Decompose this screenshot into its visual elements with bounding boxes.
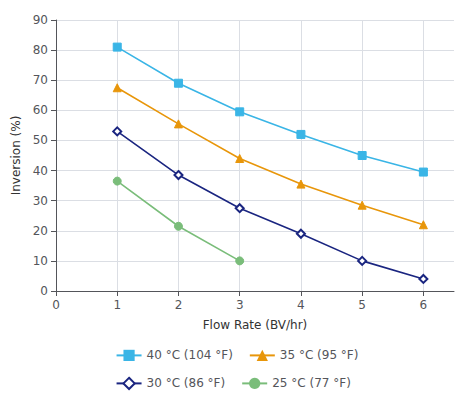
svg-text:Inversion (%): Inversion (%) [9,116,23,196]
svg-text:4: 4 [297,298,305,312]
svg-text:0: 0 [52,298,60,312]
svg-text:2: 2 [175,298,183,312]
svg-text:1: 1 [113,298,121,312]
svg-text:6: 6 [420,298,428,312]
svg-text:10: 10 [33,254,48,268]
svg-text:40: 40 [33,164,48,178]
svg-text:25 °C (77 °F): 25 °C (77 °F) [272,376,351,390]
svg-text:30 °C (86 °F): 30 °C (86 °F) [147,376,226,390]
svg-text:30: 30 [33,194,48,208]
svg-text:0: 0 [40,284,48,298]
svg-text:70: 70 [33,73,48,87]
svg-text:60: 60 [33,103,48,117]
svg-text:3: 3 [236,298,244,312]
svg-text:Flow Rate (BV/hr): Flow Rate (BV/hr) [203,318,308,332]
svg-text:80: 80 [33,43,48,57]
svg-text:20: 20 [33,224,48,238]
svg-text:40 °C (104 °F): 40 °C (104 °F) [147,348,233,362]
svg-text:5: 5 [358,298,366,312]
svg-text:50: 50 [33,133,48,147]
svg-text:90: 90 [33,13,48,27]
svg-text:35 °C (95 °F): 35 °C (95 °F) [280,348,359,362]
